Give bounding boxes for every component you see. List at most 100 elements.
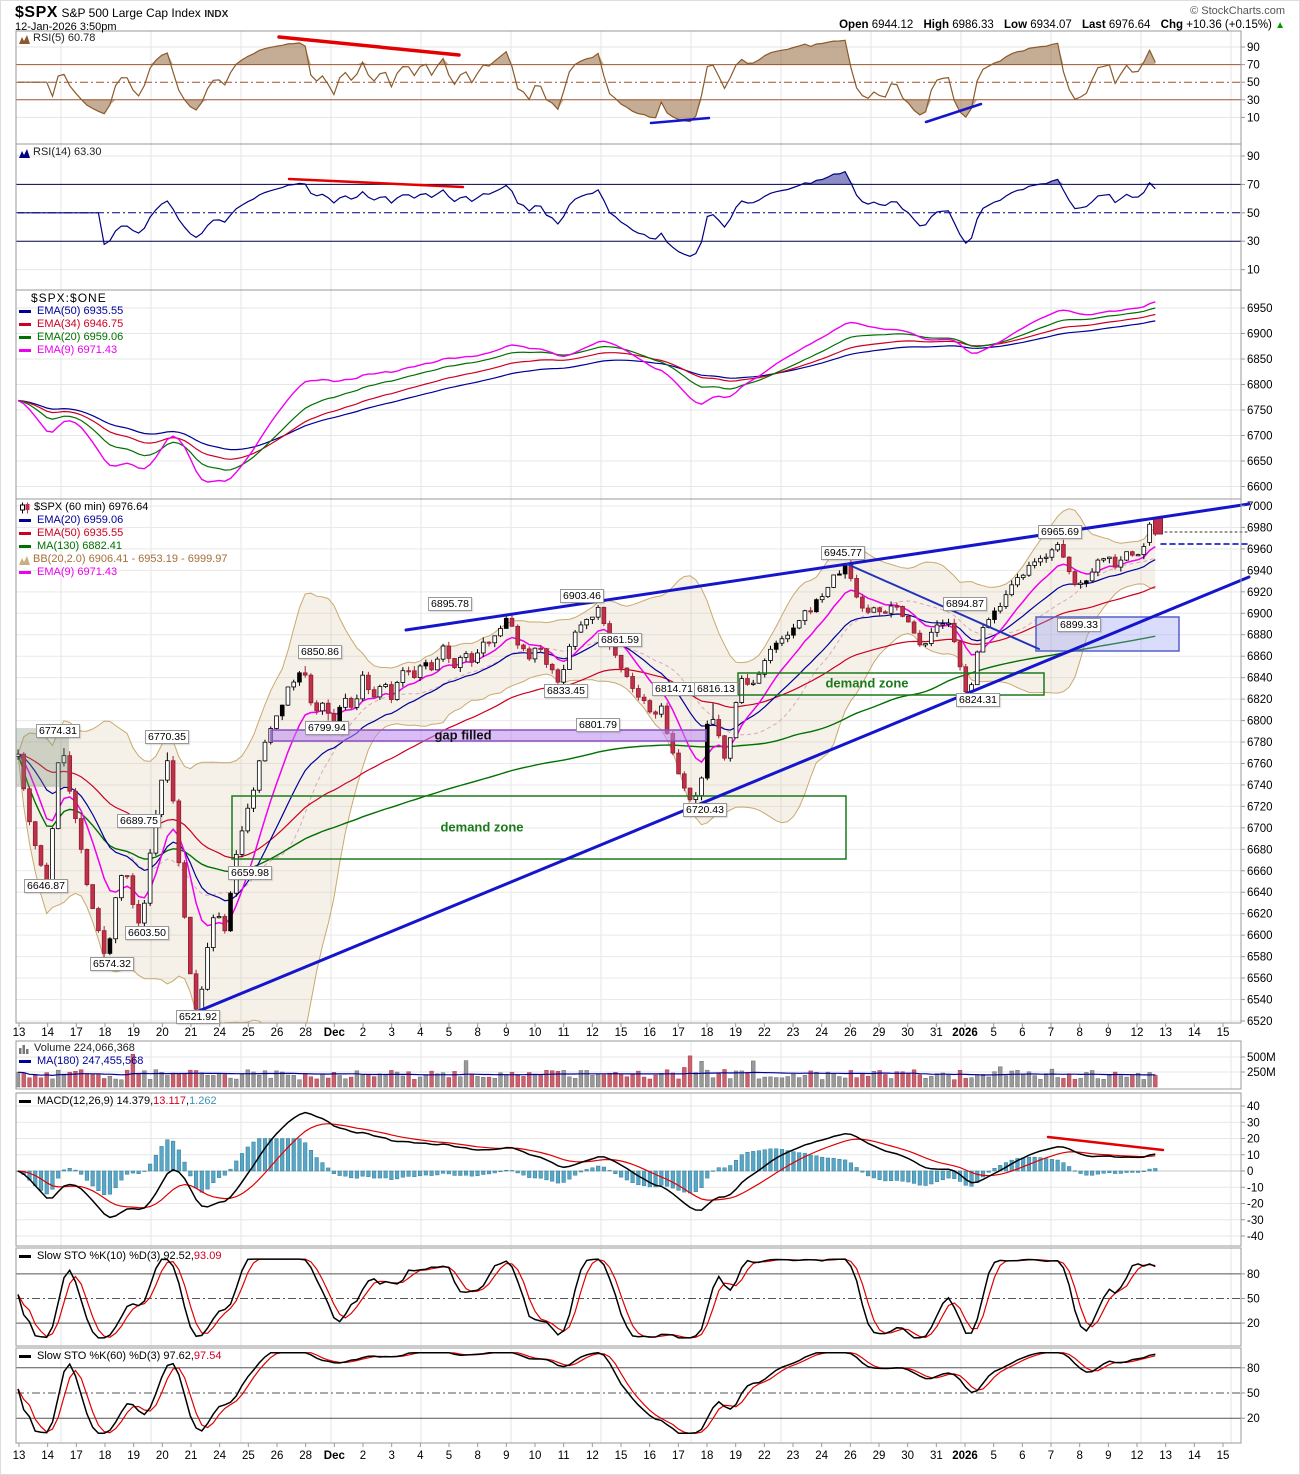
rect-shape [538,1170,543,1179]
rect-shape [412,670,417,678]
rect-shape [773,642,779,650]
rect-shape [716,719,722,737]
text-shape: 12 [586,1450,599,1462]
rect-shape [1078,582,1083,585]
rect-shape [745,1152,750,1172]
rect-shape [314,1157,319,1172]
rect-shape [871,1071,877,1088]
rect-shape [165,760,170,781]
rect-shape [136,1072,141,1088]
rect-shape [211,1170,216,1183]
rect-shape [716,1167,721,1172]
rect-shape [377,1073,383,1088]
rect-shape [997,606,1003,612]
rect-shape [349,1170,354,1179]
legend-sto1: Slow STO %K(10) %D(3) 92.52, 93.09 [19,1250,221,1263]
rect-shape [831,574,836,588]
rect-shape [1112,556,1118,568]
rect-shape [377,1170,382,1179]
rect-shape [687,787,693,800]
rect-shape [607,1170,612,1172]
rect-shape [107,1170,112,1195]
rect-shape [980,1074,986,1088]
rect-shape [820,1079,825,1088]
rect-shape [303,1142,308,1172]
rect-shape [699,777,704,796]
rect-shape [274,715,279,729]
symbol-name: S&P 500 Large Cap Index [61,6,201,20]
rect-shape [418,1170,423,1177]
area-swatch-icon [19,148,30,158]
rect-shape [751,1151,756,1172]
rect-shape [820,1156,825,1172]
legend-text: 93.09 [193,1250,222,1262]
text-shape: 6650 [1247,456,1273,468]
rect-shape [268,1077,273,1088]
rect-shape [527,1170,532,1178]
rect-shape [848,1162,853,1172]
text-shape: 11 [558,1027,570,1039]
legend-row: Slow STO %K(60) %D(3) 97.62, 97.54 [19,1350,221,1363]
rect-shape [618,654,624,669]
text-shape: 26 [271,1027,284,1039]
rect-shape [762,1149,767,1172]
rect-shape [573,1170,578,1176]
rect-shape [722,1167,727,1172]
rect-shape [371,1076,377,1088]
price-label: 6521.92 [176,1010,220,1024]
rect-shape [56,1170,61,1179]
text-shape: 9 [1105,1027,1111,1039]
rect-shape [222,916,228,932]
price-label: 6850.86 [298,645,342,659]
rect-shape [992,1071,997,1088]
rect-shape [865,1075,871,1088]
rect-shape [170,1072,176,1088]
text-shape: 16 [643,1450,656,1462]
text-shape: 8 [474,1450,480,1462]
rect-shape [130,1170,135,1174]
text-shape: 15 [615,1450,628,1462]
chart-title: $SPX S&P 500 Large Cap Index INDX [15,4,228,22]
text-shape: 22 [758,1450,771,1462]
rect-shape [595,606,601,618]
rect-shape [911,621,917,634]
rect-shape [452,1071,457,1088]
rect-shape [837,573,842,576]
panel-rsi5 [18,39,1156,123]
volume-bars-icon [19,1043,31,1054]
rect-shape [475,1076,480,1088]
rect-shape [975,1074,980,1088]
rect-shape [15,1247,1242,1347]
text-shape: 20 [1247,1134,1260,1146]
text-shape: 6800 [1247,716,1273,728]
rect-shape [561,669,566,683]
rect-shape [791,1151,796,1172]
rect-shape [1130,1075,1135,1088]
rect-shape [239,830,245,855]
line-swatch-icon [19,1355,34,1358]
rect-shape [320,1073,325,1088]
rect-shape [561,1070,566,1088]
rect-shape [664,1069,670,1088]
legend-row: BB(20,2.0) 6906.41 - 6953.19 - 6999.97 [19,553,227,566]
rect-shape [911,1069,917,1088]
rect-shape [676,1078,681,1088]
rect-shape [584,1169,589,1172]
legend-text: , [186,1095,190,1107]
rect-shape [1003,594,1009,607]
text-shape: 19 [127,1027,140,1039]
polyline-shape [17,545,1156,927]
legend-rsi5: RSI(5) 60.78 [19,32,95,45]
rect-shape [716,1073,721,1088]
rect-shape [417,1076,423,1088]
text-shape: 19 [127,1450,140,1462]
rect-shape [814,1155,819,1172]
text-shape: 26 [271,1450,284,1462]
rect-shape [251,1141,256,1172]
chg-label: Chg [1160,19,1184,31]
rect-shape [739,678,745,703]
rect-shape [210,917,216,948]
rect-shape [176,1073,181,1088]
rect-shape [521,1170,526,1176]
legend-text: MA(130) 6882.41 [37,540,122,552]
